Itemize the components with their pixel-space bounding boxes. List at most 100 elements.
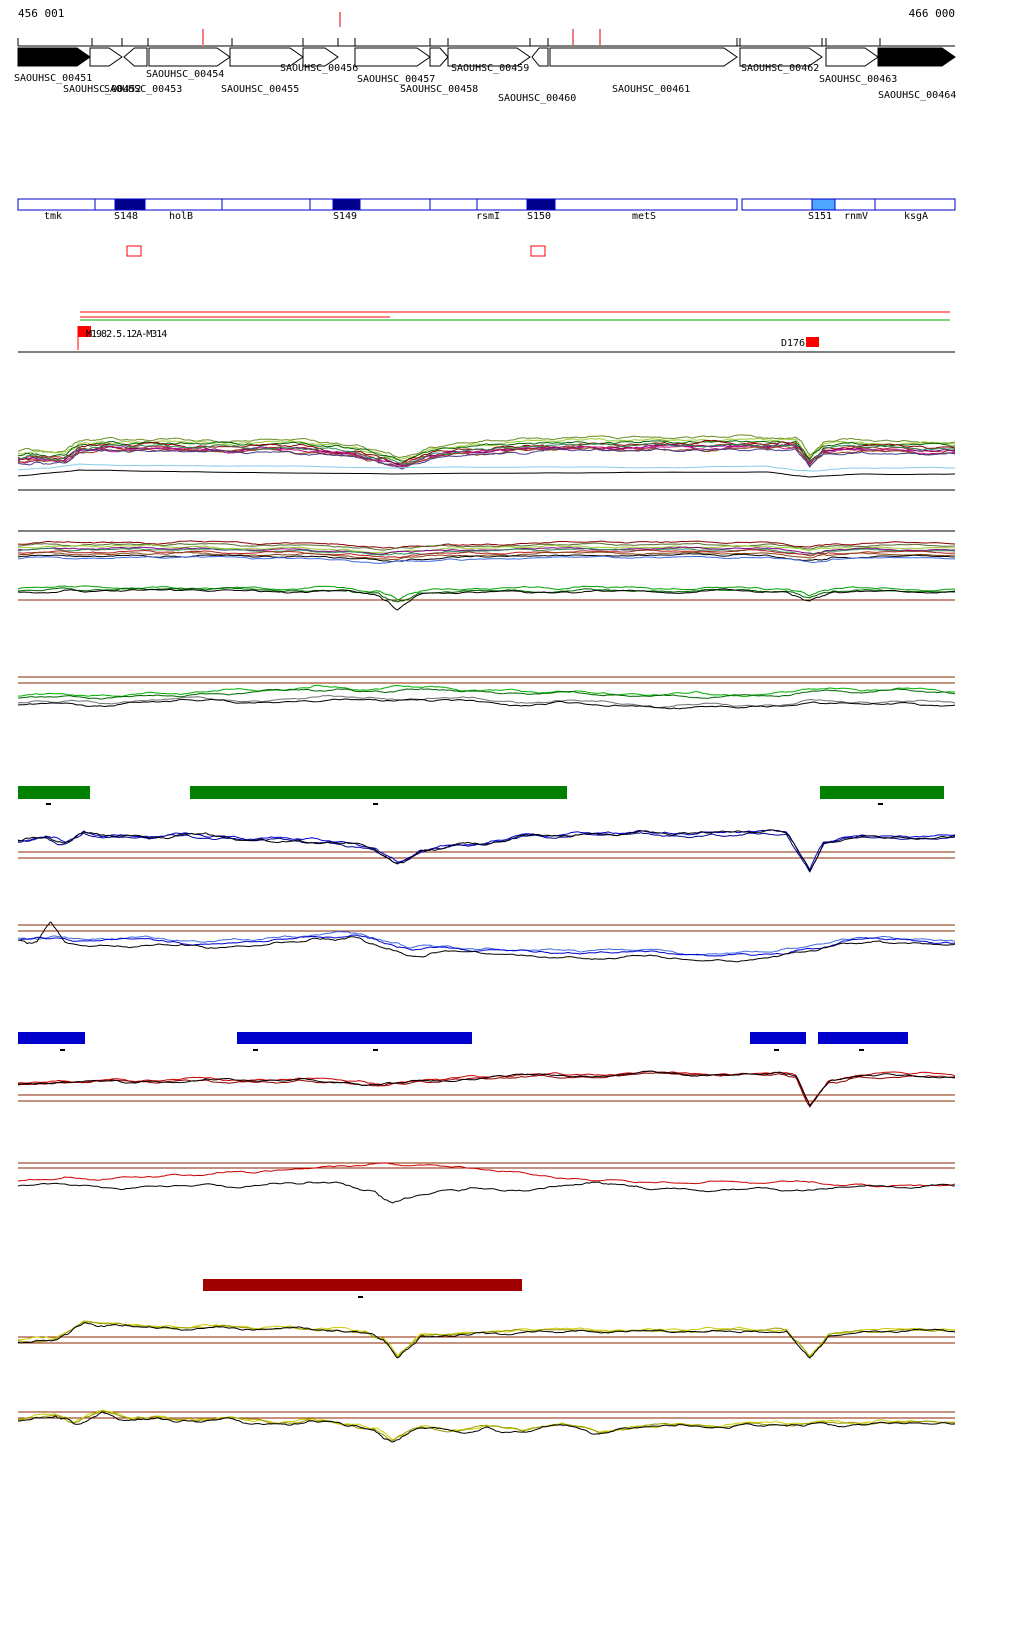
gene-arrow-SAOUHSC_00463[interactable]: [825, 47, 879, 67]
signal-multi-1-signal-line: [17, 463, 955, 472]
annotation-segment-filled[interactable]: [811, 198, 836, 211]
gene-arrow-SAOUHSC_00452[interactable]: [89, 47, 123, 67]
gene-arrow-SAOUHSC_00457[interactable]: [354, 47, 431, 67]
signal-green-gray-signal-line: [17, 688, 956, 700]
gene-label-SAOUHSC_00453: SAOUHSC_00453: [104, 84, 182, 95]
block-green-tick: [373, 803, 378, 805]
feature-label-metS: metS: [632, 211, 656, 222]
block-blue-bar[interactable]: [818, 1032, 908, 1044]
block-green-bar[interactable]: [18, 786, 90, 799]
alignment-label-D176: D176: [781, 338, 805, 349]
signal-multi-2-signal-line: [17, 551, 956, 561]
block-blue-bar[interactable]: [237, 1032, 472, 1044]
coordinate-start-label: 456 001: [18, 7, 64, 20]
gene-arrow-SAOUHSC_00451[interactable]: [17, 47, 91, 67]
annotation-box: [741, 198, 956, 211]
feature-label-tmk: tmk: [44, 211, 62, 222]
signal-multi-1-signal-line: [17, 469, 956, 478]
feature-label-S150: S150: [527, 211, 551, 222]
alignment-flag[interactable]: [78, 326, 91, 337]
annotation-segment-filled[interactable]: [332, 198, 361, 211]
gene-label-SAOUHSC_00457: SAOUHSC_00457: [357, 74, 435, 85]
block-green-tick: [878, 803, 883, 805]
annotation-segment-filled[interactable]: [526, 198, 556, 211]
gene-label-SAOUHSC_00455: SAOUHSC_00455: [221, 84, 299, 95]
feature-label-S151: S151: [808, 211, 832, 222]
signal-yellow-2-signal-line: [17, 1409, 956, 1441]
gene-arrow-SAOUHSC_00460[interactable]: [531, 47, 549, 67]
signal-green-black-signal-line: [17, 587, 956, 603]
signal-blue-1-signal-line: [17, 829, 956, 872]
signal-green-gray-signal-line: [17, 698, 956, 710]
gene-arrow-SAOUHSC_00458[interactable]: [429, 47, 449, 67]
gene-label-SAOUHSC_00462: SAOUHSC_00462: [741, 63, 819, 74]
gene-label-SAOUHSC_00454: SAOUHSC_00454: [146, 69, 224, 80]
signal-multi-2-signal-line: [17, 540, 956, 549]
gene-label-SAOUHSC_00451: SAOUHSC_00451: [14, 73, 92, 84]
signal-blue-1-signal-line: [17, 829, 956, 871]
signal-yellow-2-signal-line: [17, 1410, 956, 1442]
signal-multi-2-signal-line: [17, 555, 956, 564]
gene-arrow-SAOUHSC_00454[interactable]: [148, 47, 231, 67]
block-blue-tick: [859, 1049, 864, 1051]
signal-blue-2-signal-line: [17, 921, 956, 963]
signal-blue-2-signal-line: [17, 934, 956, 957]
coordinate-end-label: 466 000: [909, 7, 955, 20]
block-darkred-bar[interactable]: [203, 1279, 522, 1291]
signal-multi-1-signal-line: [17, 442, 956, 465]
block-green-tick: [46, 803, 51, 805]
signal-multi-2-signal-line: [17, 547, 956, 556]
block-blue-tick: [60, 1049, 65, 1051]
feature-label-rsmI: rsmI: [476, 211, 500, 222]
gene-arrow-SAOUHSC_00453[interactable]: [123, 47, 148, 67]
block-blue-tick: [253, 1049, 258, 1051]
gene-label-SAOUHSC_00460: SAOUHSC_00460: [498, 93, 576, 104]
alignment-marker[interactable]: [806, 337, 819, 347]
signal-multi-2-signal-line: [17, 544, 956, 554]
red-outline-box[interactable]: [530, 245, 546, 257]
signal-multi-2-signal-line: [17, 546, 956, 555]
signal-red-2-signal-line: [17, 1181, 956, 1204]
gene-label-SAOUHSC_00458: SAOUHSC_00458: [400, 84, 478, 95]
signal-multi-1-signal-line: [17, 434, 956, 458]
gene-label-SAOUHSC_00452: SAOUHSC_00452: [63, 84, 141, 95]
gene-label-SAOUHSC_00456: SAOUHSC_00456: [280, 63, 358, 74]
gene-arrow-SAOUHSC_00455[interactable]: [229, 47, 304, 67]
gene-label-SAOUHSC_00464: SAOUHSC_00464: [878, 90, 956, 101]
signal-multi-1-signal-line: [17, 448, 956, 470]
feature-label-ksgA: ksgA: [904, 211, 928, 222]
block-blue-tick: [373, 1049, 378, 1051]
gene-arrow-SAOUHSC_00464[interactable]: [877, 47, 956, 67]
feature-label-rnmV: rnmV: [844, 211, 868, 222]
feature-label-S149: S149: [333, 211, 357, 222]
signal-multi-1-signal-line: [17, 445, 956, 469]
gene-label-SAOUHSC_00459: SAOUHSC_00459: [451, 63, 529, 74]
signal-red-2-signal-line: [17, 1162, 956, 1188]
gene-arrow-SAOUHSC_00456[interactable]: [302, 47, 339, 67]
gene-arrow-SAOUHSC_00462[interactable]: [739, 47, 823, 67]
block-blue-bar[interactable]: [18, 1032, 85, 1044]
feature-label-holB: holB: [169, 211, 193, 222]
signal-multi-2-signal-line: [17, 549, 956, 558]
gene-arrow-SAOUHSC_00459[interactable]: [447, 47, 531, 67]
block-blue-tick: [774, 1049, 779, 1051]
block-green-bar[interactable]: [820, 786, 944, 799]
gene-arrow-SAOUHSC_00461[interactable]: [549, 47, 738, 67]
feature-label-S148: S148: [114, 211, 138, 222]
signal-red-1-signal-line: [17, 1070, 956, 1106]
alignment-label-M1982.5.12A-M314: M1982.5.12A-M314: [86, 329, 167, 340]
gene-label-SAOUHSC_00461: SAOUHSC_00461: [612, 84, 690, 95]
block-blue-bar[interactable]: [750, 1032, 806, 1044]
signal-yellow-1-signal-line: [17, 1322, 956, 1359]
signal-red-1-signal-line: [17, 1070, 956, 1107]
signal-blue-2-signal-line: [17, 931, 956, 956]
block-green-bar[interactable]: [190, 786, 567, 799]
signal-green-black-signal-line: [17, 588, 956, 611]
signal-blue-1-signal-line: [17, 832, 956, 873]
annotation-segment-filled[interactable]: [114, 198, 146, 211]
block-darkred-tick: [358, 1296, 363, 1298]
signal-green-black-signal-line: [17, 585, 956, 601]
red-outline-box[interactable]: [126, 245, 142, 257]
